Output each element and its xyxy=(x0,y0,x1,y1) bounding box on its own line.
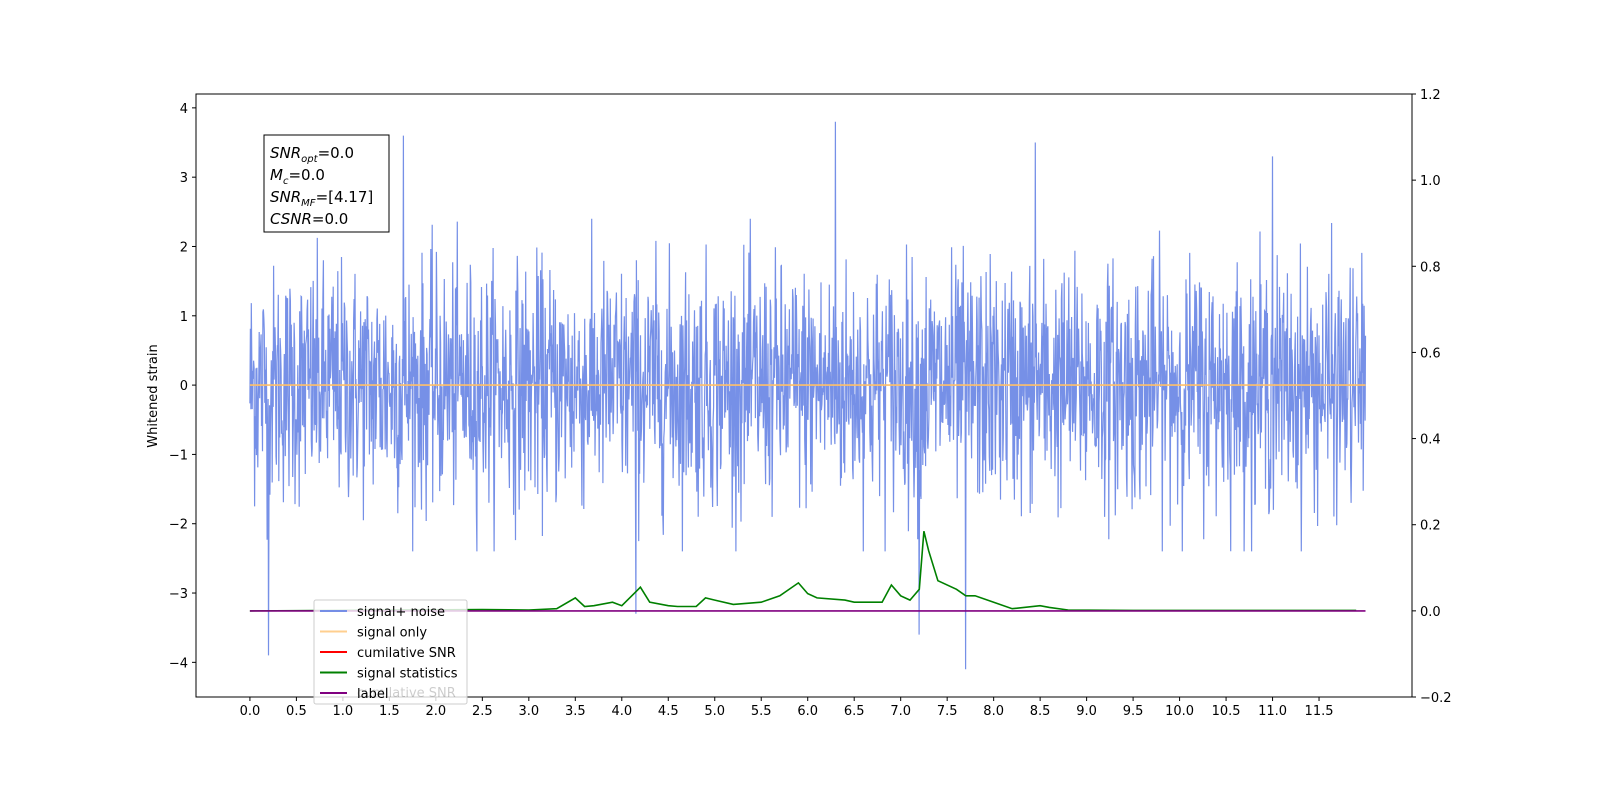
info-line-symbol: SNR xyxy=(270,144,301,162)
info-line-symbol: SNR xyxy=(270,188,301,206)
x-tick-label: 7.0 xyxy=(890,704,911,719)
y-axis-label: Whitened strain xyxy=(146,344,161,447)
y2-tick-label: 0.6 xyxy=(1420,346,1441,361)
y-tick-label: 3 xyxy=(180,171,188,186)
legend-label: signal statistics xyxy=(357,667,458,682)
x-tick-label: 11.5 xyxy=(1305,704,1334,719)
y2-tick-label: 0.8 xyxy=(1420,260,1441,275)
x-tick-label: 3.5 xyxy=(565,704,586,719)
x-tick-label: 7.5 xyxy=(937,704,958,719)
y-tick-label: −3 xyxy=(169,587,188,602)
x-tick-label: 1.0 xyxy=(333,704,354,719)
y-tick-label: 4 xyxy=(180,102,188,117)
series-signal-noise xyxy=(249,121,1367,670)
plot-area xyxy=(249,121,1367,670)
info-line: SNRMF=[4.17] xyxy=(270,188,373,209)
info-line-symbol: CSNR xyxy=(270,210,312,228)
x-tick-label: 0.5 xyxy=(286,704,307,719)
y2-tick-label: 1.2 xyxy=(1420,88,1441,103)
y2-tick-label: 0.2 xyxy=(1420,519,1441,534)
axes-frame xyxy=(195,93,1413,698)
legend-label: cumilative SNR xyxy=(357,646,456,661)
x-tick-label: 1.5 xyxy=(379,704,400,719)
info-box-frame xyxy=(263,134,390,233)
info-line-value: =[4.17] xyxy=(316,188,374,206)
x-tick-label: 9.0 xyxy=(1076,704,1097,719)
x-tick-label: 8.5 xyxy=(1030,704,1051,719)
x-tick-label: 5.0 xyxy=(704,704,725,719)
legend-label: signal+ noise xyxy=(357,605,445,620)
x-tick-label: 6.5 xyxy=(844,704,865,719)
series-signal-statistics xyxy=(249,531,1357,612)
x-tick-label: 9.5 xyxy=(1123,704,1144,719)
y-tick-label: 1 xyxy=(180,310,188,325)
info-line-subscript: c xyxy=(283,176,289,187)
y-tick-label: 0 xyxy=(180,379,188,394)
x-axis: 0.0 0.5 1.0 1.5 2.0 2.5 3.0 3.5 4.0 4.5 5.0 5.5 6.0 6… xyxy=(240,697,1334,719)
info-line: SNRopt=0.0 xyxy=(270,144,354,165)
info-line-value: =0.0 xyxy=(318,144,354,162)
y2-tick-label: −0.2 xyxy=(1420,691,1452,706)
legend-frame xyxy=(313,599,468,705)
legend: signal+ noise signal only cumilative SNR si… xyxy=(313,599,468,705)
x-tick-label: 6.0 xyxy=(797,704,818,719)
info-line-symbol: M xyxy=(270,166,283,184)
x-tick-label: 5.5 xyxy=(751,704,772,719)
x-tick-label: 11.0 xyxy=(1258,704,1287,719)
info-line-value: =0.0 xyxy=(312,210,348,228)
info-line-value: =0.0 xyxy=(288,166,324,184)
x-tick-label: 3.0 xyxy=(518,704,539,719)
y2-tick-label: 0.0 xyxy=(1420,605,1441,620)
x-tick-label: 2.0 xyxy=(426,704,447,719)
info-line-subscript: opt xyxy=(301,154,318,165)
y-tick-label: −1 xyxy=(169,448,188,463)
y-axis-left: −4 −3 −2 −1 0 1 2 3 4 xyxy=(169,102,196,671)
x-tick-label: 0.0 xyxy=(240,704,261,719)
x-tick-label: 10.0 xyxy=(1165,704,1194,719)
y2-tick-label: 1.0 xyxy=(1420,174,1441,189)
y-tick-label: −2 xyxy=(169,518,188,533)
x-tick-label: 10.5 xyxy=(1212,704,1241,719)
x-tick-label: 8.0 xyxy=(983,704,1004,719)
y-axis-right: −0.2 0.0 0.2 0.4 0.6 0.8 1.0 1.2 xyxy=(1412,88,1452,706)
info-line: CSNR=0.0 xyxy=(270,210,348,228)
x-tick-label: 4.5 xyxy=(658,704,679,719)
info-line-subscript: MF xyxy=(301,198,316,209)
y-tick-label: 2 xyxy=(180,240,188,255)
x-tick-label: 4.0 xyxy=(611,704,632,719)
y-tick-label: −4 xyxy=(169,656,188,671)
legend-label: label xyxy=(357,687,388,702)
legend-label: signal only xyxy=(357,626,427,641)
legend-items: signal+ noise signal only cumilative SNR si… xyxy=(320,605,458,702)
legend-overlay-text: cumilative SNR xyxy=(357,686,456,701)
info-line: Mc=0.0 xyxy=(270,166,325,187)
y2-tick-label: 0.4 xyxy=(1420,433,1441,448)
x-tick-label: 2.5 xyxy=(472,704,493,719)
